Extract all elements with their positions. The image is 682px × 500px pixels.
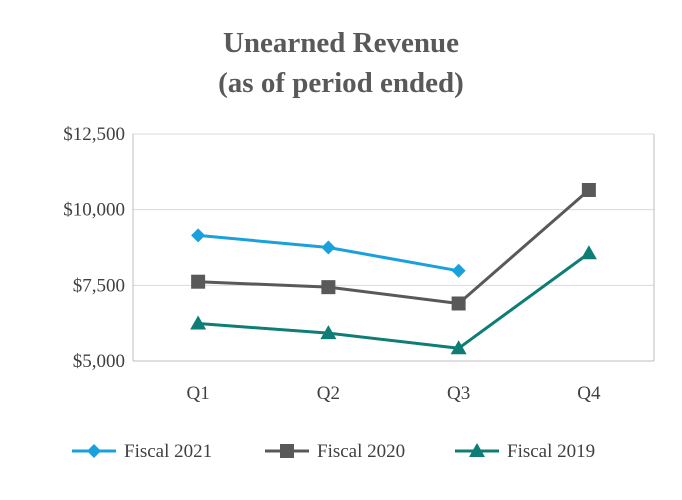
x-axis-tick-labels: Q1 Q2 Q3 Q4 bbox=[187, 383, 601, 404]
x-tick-label: Q4 bbox=[577, 383, 601, 404]
series-line bbox=[198, 188, 590, 305]
legend-label: Fiscal 2020 bbox=[317, 441, 405, 462]
y-tick-label: $5,000 bbox=[73, 351, 125, 372]
axes bbox=[132, 134, 655, 362]
data-point bbox=[321, 280, 336, 295]
legend-item: Fiscal 2021 bbox=[72, 441, 212, 462]
y-tick-label: $12,500 bbox=[63, 124, 125, 145]
data-point bbox=[191, 228, 206, 243]
y-tick-label: $10,000 bbox=[63, 200, 125, 221]
legend: Fiscal 2021 Fiscal 2020 Fiscal 2019 bbox=[72, 441, 595, 462]
x-tick-label: Q1 bbox=[187, 383, 210, 404]
legend-label: Fiscal 2021 bbox=[124, 441, 212, 462]
series-fiscal-2020 bbox=[191, 182, 596, 311]
legend-item: Fiscal 2020 bbox=[265, 441, 405, 462]
x-tick-label: Q3 bbox=[447, 383, 470, 404]
y-axis-tick-labels: $5,000 $7,500 $10,000 $12,500 bbox=[63, 124, 125, 372]
series-lines bbox=[190, 182, 597, 355]
data-point bbox=[451, 263, 466, 278]
series-line bbox=[198, 252, 590, 350]
legend-label: Fiscal 2019 bbox=[507, 441, 595, 462]
data-point bbox=[581, 182, 596, 197]
chart-title-line-2: (as of period ended) bbox=[218, 67, 464, 99]
x-tick-label: Q2 bbox=[317, 383, 340, 404]
legend-item: Fiscal 2019 bbox=[455, 441, 595, 462]
legend-marker bbox=[87, 444, 101, 458]
legend-marker bbox=[469, 443, 485, 457]
data-point bbox=[190, 315, 207, 330]
data-point bbox=[450, 340, 467, 355]
data-point bbox=[321, 240, 336, 255]
series-fiscal-2019 bbox=[190, 245, 597, 355]
series-fiscal-2021 bbox=[191, 228, 466, 278]
y-tick-label: $7,500 bbox=[73, 275, 125, 296]
chart-title-line-1: Unearned Revenue bbox=[223, 27, 459, 59]
data-point bbox=[191, 274, 206, 289]
data-point bbox=[320, 325, 337, 340]
data-point bbox=[451, 296, 466, 311]
legend-marker bbox=[280, 444, 294, 458]
data-point bbox=[580, 245, 597, 260]
